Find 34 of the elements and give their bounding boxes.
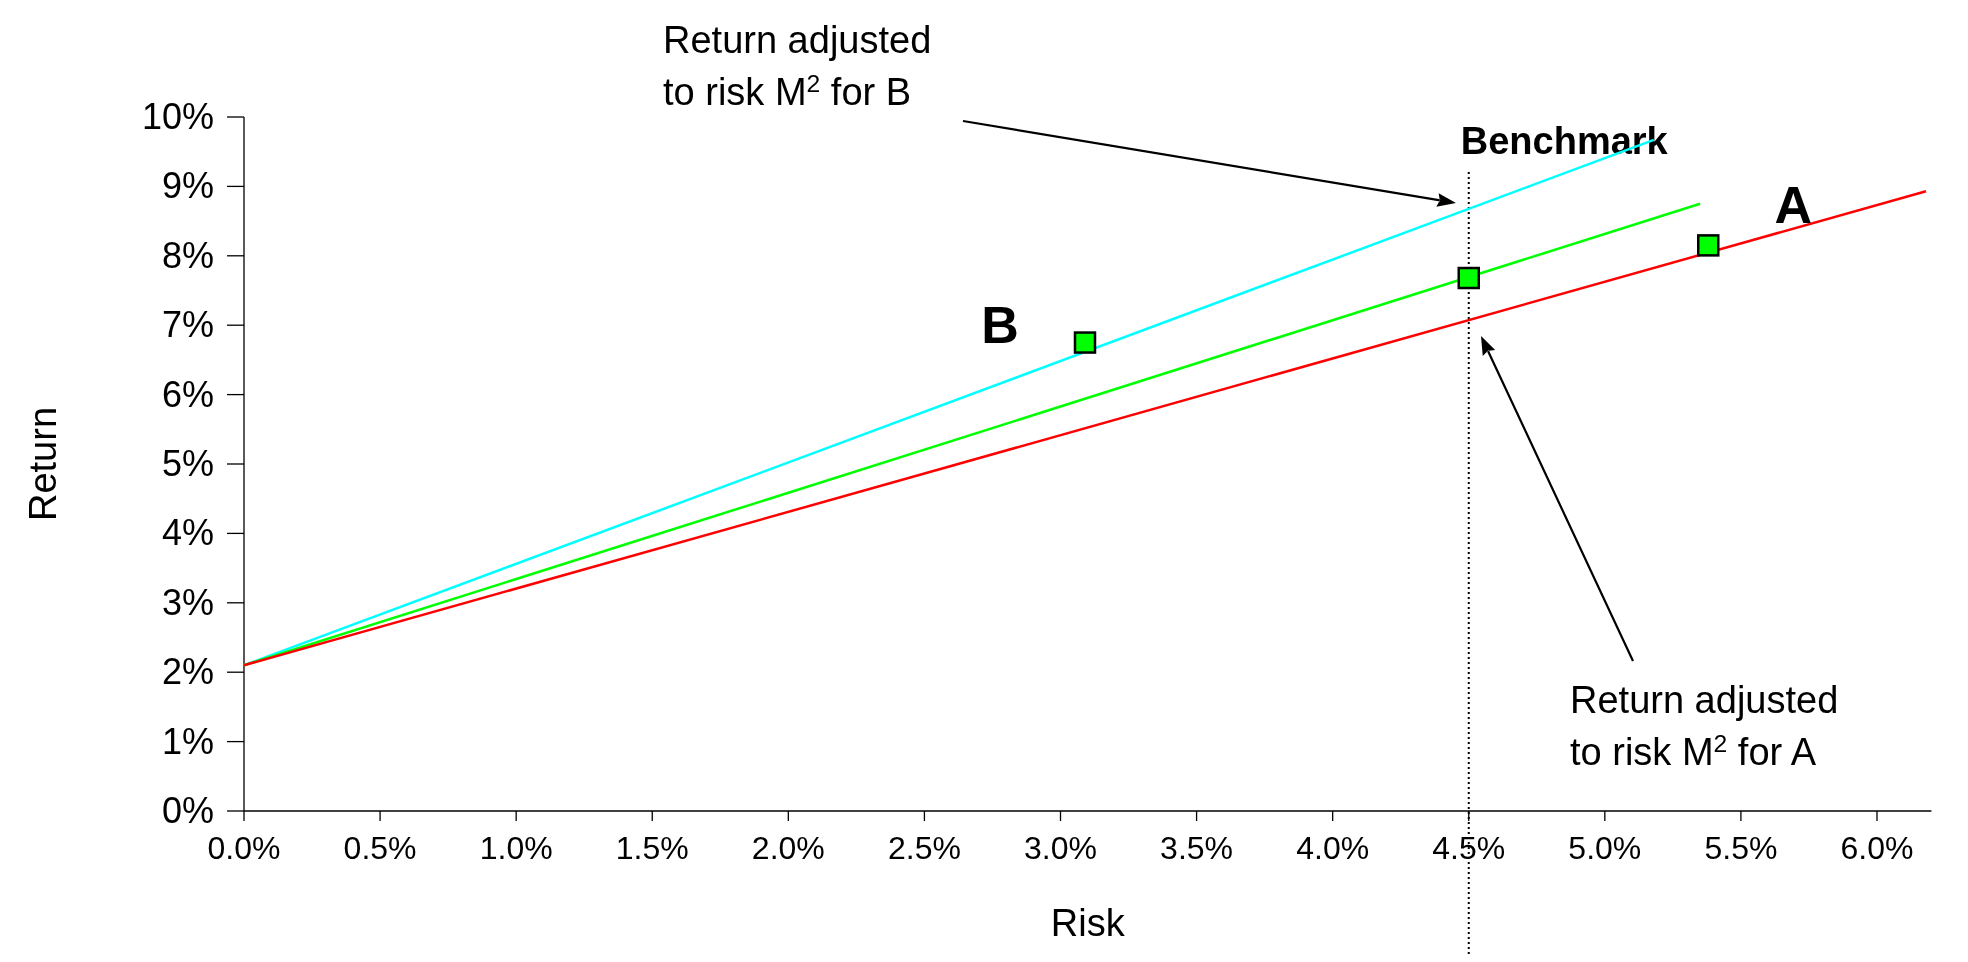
x-tick-label: 6.0% <box>1840 830 1914 866</box>
x-tick-label: 0.0% <box>207 830 281 866</box>
x-tick-label: 2.0% <box>751 830 825 866</box>
annotation: Return adjusted to risk M$^{2}$ for A <box>1570 679 1839 773</box>
y-tick-label: 7% <box>161 304 214 346</box>
x-tick-label: 2.5% <box>887 830 961 866</box>
x-tick-label: 5.0% <box>1568 830 1642 866</box>
y-tick-label: 10% <box>141 96 214 137</box>
x-axis-title: Risk <box>1050 902 1126 944</box>
x-tick-label: 1.5% <box>615 830 689 866</box>
text: Return adjusted to risk M$^{2}$ for B <box>663 19 932 113</box>
y-tick-label: 3% <box>161 581 214 623</box>
x-tick-label: 3.0% <box>1024 830 1097 866</box>
y-tick-label: 8% <box>161 234 214 276</box>
y-tick-label: 4% <box>161 512 214 554</box>
y-tick-label: 2% <box>161 651 214 693</box>
y-axis-title: Return <box>22 406 64 522</box>
point <box>1073 331 1097 354</box>
y-tick-label: 1% <box>161 720 214 762</box>
x-tick-label: 4.0% <box>1296 830 1370 866</box>
annotation: B <box>981 295 1019 354</box>
point <box>1457 266 1480 290</box>
y-tick-label: 9% <box>161 165 214 207</box>
x-tick-label: 0.5% <box>343 830 417 866</box>
annotation: A <box>1774 176 1813 235</box>
x-tick-label: 4.5% <box>1432 830 1506 866</box>
y-tick-label: 0% <box>161 790 214 831</box>
y-tick-label: 5% <box>161 443 214 484</box>
x-tick-label: 5.5% <box>1704 830 1778 866</box>
point <box>1697 234 1720 257</box>
ref-line-label: Benchmark <box>1460 120 1669 162</box>
y-tick-label: 6% <box>161 373 214 415</box>
x-tick-label: 1.0% <box>479 830 553 866</box>
x-tick-label: 3.5% <box>1160 830 1234 866</box>
